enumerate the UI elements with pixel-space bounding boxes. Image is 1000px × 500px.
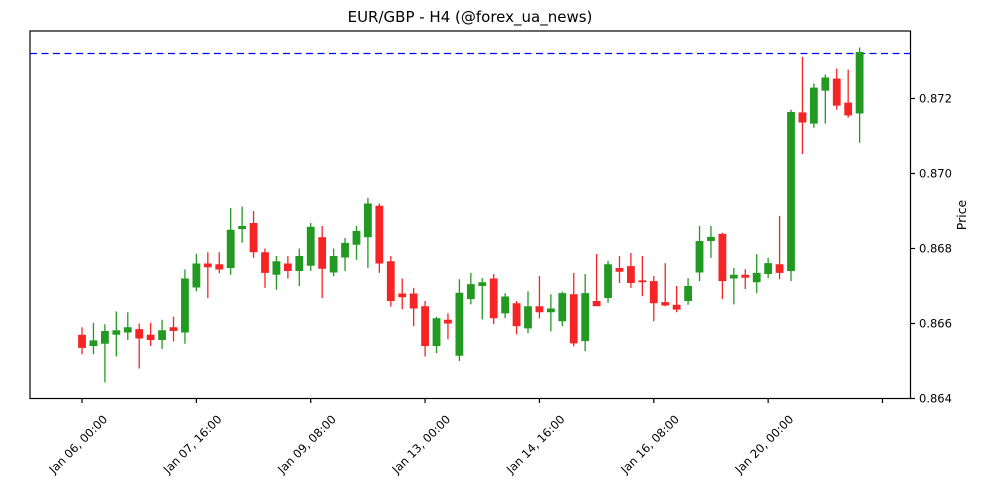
candle-body <box>729 274 738 279</box>
y-tick-label: 0.870 <box>919 167 952 181</box>
candle-body <box>272 261 281 275</box>
candle-body <box>100 331 109 344</box>
candle-body <box>718 233 727 282</box>
candle-body <box>672 304 681 310</box>
candle-body <box>169 327 178 331</box>
candle-body <box>798 112 807 123</box>
candle-body <box>421 306 429 346</box>
candle-body <box>249 223 258 253</box>
candle-body <box>409 293 418 309</box>
y-tick-label: 0.864 <box>919 392 952 406</box>
candle-body <box>386 261 395 301</box>
candle-body <box>489 278 498 319</box>
candle-body <box>741 274 750 278</box>
x-tick-label: Jan 06, 00:00 <box>45 412 110 477</box>
candle-body <box>569 294 578 344</box>
candle-body <box>466 284 475 300</box>
candle-body <box>627 266 635 283</box>
plot-area: 0.864 0.866 0.868 0.870 0.872 Jan 06, 00:00 Ja… <box>29 30 952 477</box>
candle-body <box>844 102 853 116</box>
x-tick-label: Jan 16, 08:00 <box>617 412 682 477</box>
candle-body <box>112 330 121 335</box>
x-tick-label: Jan 20, 00:00 <box>732 412 797 477</box>
y-tick-label: 0.866 <box>919 317 952 331</box>
candle-body <box>352 230 361 245</box>
candle-body <box>123 327 132 333</box>
candle-body <box>192 263 201 288</box>
candle-body <box>661 302 670 306</box>
candle-body <box>604 264 612 298</box>
candle-body <box>558 293 567 322</box>
candle-body <box>707 236 715 241</box>
chart-title: EUR/GBP - H4 (@forex_ua_news) <box>348 8 593 27</box>
candle-body <box>444 319 452 324</box>
candle-body <box>341 242 349 258</box>
x-tick-label: Jan 13, 00:00 <box>389 412 454 477</box>
candle-body <box>695 241 704 273</box>
x-tick-label: Jan 14, 16:00 <box>503 412 568 477</box>
candle-body <box>135 329 144 339</box>
candle-body <box>181 278 189 333</box>
candle-body <box>478 282 487 286</box>
y-axis-label: Price <box>954 199 969 230</box>
candle-body <box>581 293 590 342</box>
axes-box <box>29 30 912 400</box>
candle-body <box>787 112 795 271</box>
y-tick-label: 0.872 <box>919 92 952 106</box>
candle-body <box>535 306 544 313</box>
candle-body <box>283 263 292 271</box>
candle-body <box>809 87 818 124</box>
candle-body <box>524 306 532 329</box>
candle-body <box>501 296 510 314</box>
candle-body <box>775 264 784 273</box>
candle-body <box>375 205 384 264</box>
candle-body <box>203 263 212 268</box>
candle-body <box>592 301 601 307</box>
candle-body <box>329 256 338 273</box>
candle-body <box>684 286 692 301</box>
candle-body <box>306 226 315 266</box>
candle-body <box>261 252 269 273</box>
x-tick-label: Jan 07, 16:00 <box>160 412 225 477</box>
candle-body <box>364 203 372 238</box>
candle-body <box>89 340 98 346</box>
candle-body <box>146 334 155 340</box>
candle-body <box>432 318 441 346</box>
candle-body <box>238 226 247 229</box>
x-tick-label: Jan 09, 08:00 <box>274 412 339 477</box>
candle-body <box>226 229 235 268</box>
y-tick-label: 0.868 <box>919 242 952 256</box>
candle-body <box>615 268 624 272</box>
candle-body <box>215 264 224 270</box>
candle-body <box>752 272 761 283</box>
candle-body <box>78 334 86 348</box>
candle-body <box>295 256 304 271</box>
candle-body <box>821 77 830 91</box>
candle-body <box>764 263 773 274</box>
candle-body <box>855 52 864 114</box>
candle-body <box>512 303 521 327</box>
candle-body <box>318 237 327 269</box>
candle-body <box>158 330 166 340</box>
candle-body <box>638 280 647 283</box>
candle-body <box>546 308 555 313</box>
candle-body <box>649 281 658 304</box>
candle-body <box>832 78 841 106</box>
candle-body <box>398 293 407 298</box>
candle-body <box>455 292 464 356</box>
